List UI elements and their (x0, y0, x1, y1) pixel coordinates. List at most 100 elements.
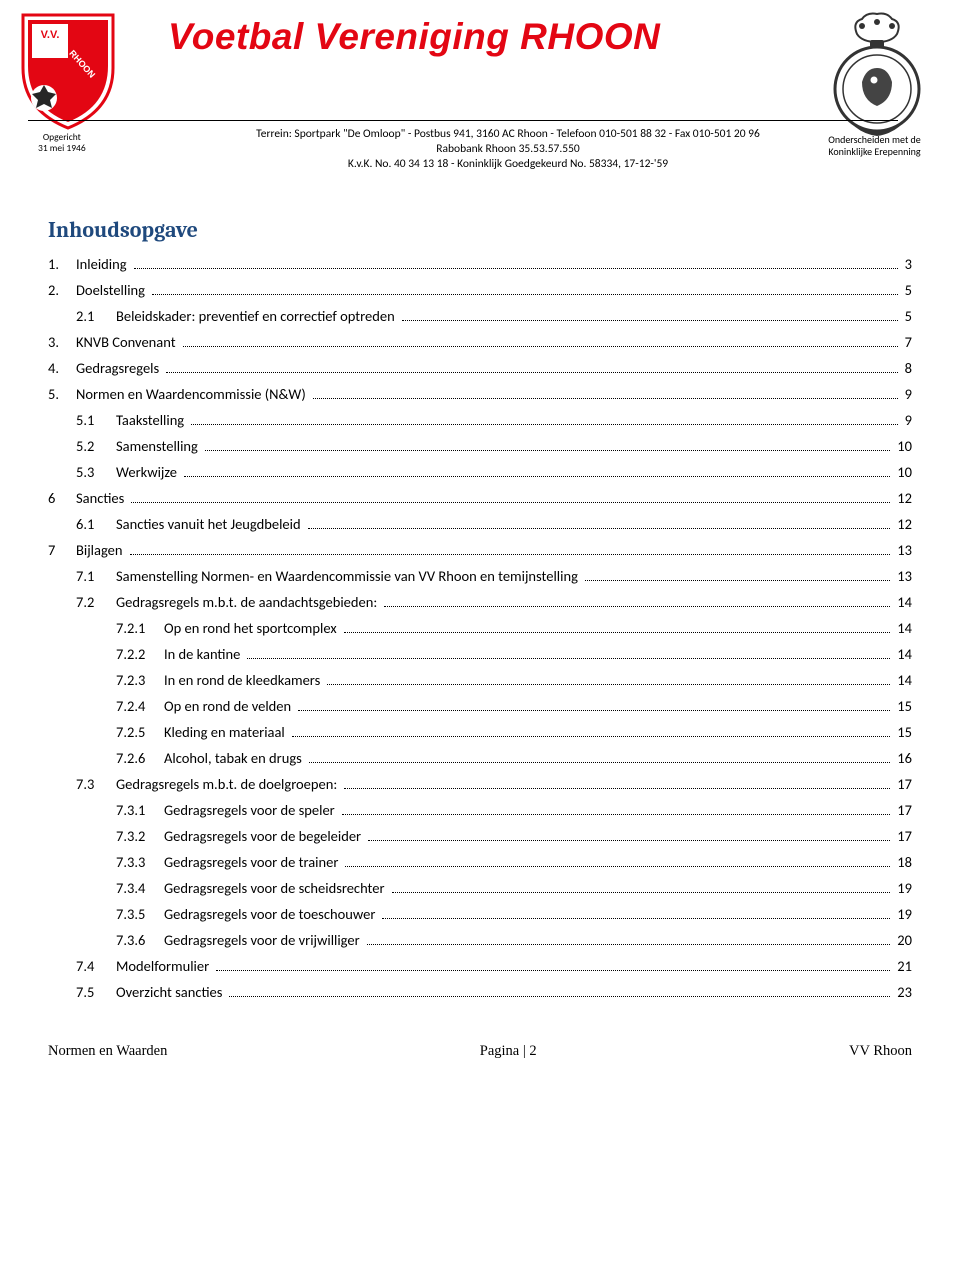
toc-number: 7.3.4 (116, 879, 164, 897)
header-divider (28, 120, 898, 121)
toc-page-number: 17 (893, 775, 912, 793)
toc-entry: 1.Inleiding3 (48, 255, 912, 273)
toc-leader (216, 970, 890, 971)
toc-number: 7.4 (76, 957, 116, 975)
toc-label: Taakstelling (116, 411, 188, 429)
toc-number: 7.3.6 (116, 931, 164, 949)
toc-leader (367, 944, 891, 945)
toc-entry: 5.Normen en Waardencommissie (N&W)9 (48, 385, 912, 403)
toc-entry: 7.2.4Op en rond de velden15 (48, 697, 912, 715)
toc-page-number: 14 (893, 645, 912, 663)
page-footer: Normen en Waarden Pagina | 2 VV Rhoon (0, 1029, 960, 1078)
toc-number: 5. (48, 385, 76, 403)
toc-number: 5.3 (76, 463, 116, 481)
toc-label: Modelformulier (116, 957, 213, 975)
toc-page-number: 10 (893, 463, 912, 481)
toc-label: Op en rond het sportcomplex (164, 619, 341, 637)
toc-leader (130, 554, 891, 555)
toc-entry: 7.2.1Op en rond het sportcomplex14 (48, 619, 912, 637)
toc-leader (292, 736, 891, 737)
toc-page-number: 14 (893, 619, 912, 637)
toc-leader (191, 424, 898, 425)
toc-entry: 3.KNVB Convenant7 (48, 333, 912, 351)
emblem-icon (822, 4, 932, 144)
toc-entry: 7.3.4Gedragsregels voor de scheidsrechte… (48, 879, 912, 897)
toc-leader (131, 502, 890, 503)
toc-entry: 7.1Samenstelling Normen- en Waardencommi… (48, 567, 912, 585)
toc-label: Werkwijze (116, 463, 181, 481)
distinction-line2: Koninklijke Erepenning (807, 146, 942, 158)
toc-number: 2.1 (76, 307, 116, 325)
toc-entry: 5.2Samenstelling10 (48, 437, 912, 455)
toc-leader (308, 528, 891, 529)
toc-heading: Inhoudsopgave (48, 217, 912, 243)
toc-entry: 2.1Beleidskader: preventief en correctie… (48, 307, 912, 325)
toc-leader (309, 762, 890, 763)
toc-entry: 7.3.5Gedragsregels voor de toeschouwer19 (48, 905, 912, 923)
toc-number: 7.1 (76, 567, 116, 585)
shield-icon: V.V. RHOON (18, 10, 118, 130)
letterhead: V.V. RHOON Voetbal Vereniging RHOON (48, 12, 912, 187)
toc-entry: 4.Gedragsregels8 (48, 359, 912, 377)
toc-entry: 2.Doelstelling5 (48, 281, 912, 299)
toc-number: 7.3.2 (116, 827, 164, 845)
toc-label: Inleiding (76, 255, 131, 273)
toc-label: KNVB Convenant (76, 333, 180, 351)
toc-leader (402, 320, 898, 321)
toc-label: Gedragsregels (76, 359, 163, 377)
toc-page-number: 3 (901, 255, 912, 273)
toc-entry: 7.3Gedragsregels m.b.t. de doelgroepen: 1… (48, 775, 912, 793)
toc-leader (585, 580, 890, 581)
toc-label: Gedragsregels voor de toeschouwer (164, 905, 379, 923)
distinction-label: Onderscheiden met de Koninklijke Erepenn… (807, 134, 942, 158)
toc-page-number: 16 (893, 749, 912, 767)
toc-label: Samenstelling (116, 437, 202, 455)
toc-page-number: 14 (893, 593, 912, 611)
toc-number: 3. (48, 333, 76, 351)
toc-entry: 7.3.6Gedragsregels voor de vrijwilliger2… (48, 931, 912, 949)
toc-entry: 7.5Overzicht sancties 23 (48, 983, 912, 1001)
toc-label: Gedragsregels m.b.t. de doelgroepen: (116, 775, 341, 793)
toc-page-number: 15 (893, 697, 912, 715)
toc-leader (247, 658, 890, 659)
toc-page-number: 23 (893, 983, 912, 1001)
toc-number: 7.3 (76, 775, 116, 793)
org-title: Voetbal Vereniging RHOON (168, 16, 660, 58)
toc-label: Overzicht sancties (116, 983, 226, 1001)
toc-label: In de kantine (164, 645, 244, 663)
toc-label: Op en rond de velden (164, 697, 295, 715)
toc-label: Normen en Waardencommissie (N&W) (76, 385, 310, 403)
toc-leader (313, 398, 898, 399)
toc-page-number: 20 (893, 931, 912, 949)
toc-number: 7.2.2 (116, 645, 164, 663)
toc-leader (345, 866, 890, 867)
toc-entry: 7.2.3In en rond de kleedkamers14 (48, 671, 912, 689)
toc-number: 5.2 (76, 437, 116, 455)
toc-page-number: 8 (901, 359, 912, 377)
toc-number: 7 (48, 541, 76, 559)
footer-left: Normen en Waarden (48, 1043, 167, 1060)
toc-leader (392, 892, 891, 893)
toc-entry: 5.1Taakstelling9 (48, 411, 912, 429)
address-line1: Terrein: Sportpark "De Omloop" - Postbus… (178, 127, 838, 142)
toc-leader (368, 840, 890, 841)
toc-page-number: 21 (893, 957, 912, 975)
table-of-contents: 1.Inleiding32.Doelstelling52.1Beleidskad… (48, 255, 912, 1001)
toc-entry: 7.2.5Kleding en materiaal15 (48, 723, 912, 741)
toc-label: Doelstelling (76, 281, 149, 299)
founded-line2: 31 mei 1946 (38, 143, 86, 154)
toc-entry: 7.4Modelformulier 21 (48, 957, 912, 975)
toc-number: 7.5 (76, 983, 116, 1001)
toc-leader (342, 814, 891, 815)
toc-page-number: 15 (893, 723, 912, 741)
toc-number: 5.1 (76, 411, 116, 429)
toc-entry: 6Sancties12 (48, 489, 912, 507)
toc-number: 7.2 (76, 593, 116, 611)
toc-page-number: 5 (901, 307, 912, 325)
toc-leader (229, 996, 890, 997)
toc-entry: 6.1Sancties vanuit het Jeugdbeleid12 (48, 515, 912, 533)
toc-page-number: 14 (893, 671, 912, 689)
toc-leader (298, 710, 890, 711)
toc-leader (382, 918, 890, 919)
royal-emblem (822, 4, 932, 144)
